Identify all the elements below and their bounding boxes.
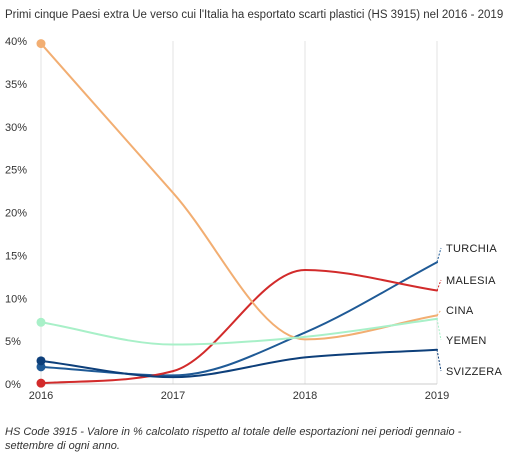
y-tick-label: 0% <box>5 379 21 391</box>
series-label-turchia: TURCHIA <box>446 243 497 255</box>
x-tick-label: 2018 <box>293 390 317 402</box>
y-tick-label: 40% <box>5 36 27 48</box>
y-tick-label: 30% <box>5 122 27 134</box>
leader-line-malesia <box>436 279 442 291</box>
series-label-svizzera: SVIZZERA <box>446 366 503 378</box>
series-line-turchia <box>40 261 438 377</box>
series-line-yemen <box>40 317 438 346</box>
y-tick-label: 10% <box>5 293 27 305</box>
y-tick-label: 5% <box>5 336 21 348</box>
series-line-cina <box>40 42 438 341</box>
start-dot-svizzera <box>36 356 46 366</box>
x-tick-label: 2019 <box>425 390 449 402</box>
series-line-svizzera <box>40 348 438 379</box>
leader-line-cina <box>436 309 442 316</box>
series-line-malesia <box>40 268 438 385</box>
x-tick-label: 2017 <box>161 390 185 402</box>
y-tick-label: 35% <box>5 79 27 91</box>
y-tick-label: 15% <box>5 250 27 262</box>
start-dot-yemen <box>36 317 46 327</box>
y-tick-label: 20% <box>5 208 27 220</box>
series-label-malesia: MALESIA <box>446 275 496 287</box>
leader-line-svizzera <box>436 349 442 372</box>
series-label-cina: CINA <box>446 305 474 317</box>
chart-title: Primi cinque Paesi extra Ue verso cui l'… <box>5 9 504 21</box>
start-dot-cina <box>36 39 46 49</box>
series-label-yemen: YEMEN <box>446 335 487 347</box>
start-dot-malesia <box>36 378 46 388</box>
x-tick-label: 2016 <box>29 390 53 402</box>
leader-line-yemen <box>436 318 442 341</box>
leader-line-turchia <box>436 247 442 263</box>
chart-footnote: HS Code 3915 - Valore in % calcolato ris… <box>5 426 462 452</box>
y-tick-label: 25% <box>5 165 27 177</box>
